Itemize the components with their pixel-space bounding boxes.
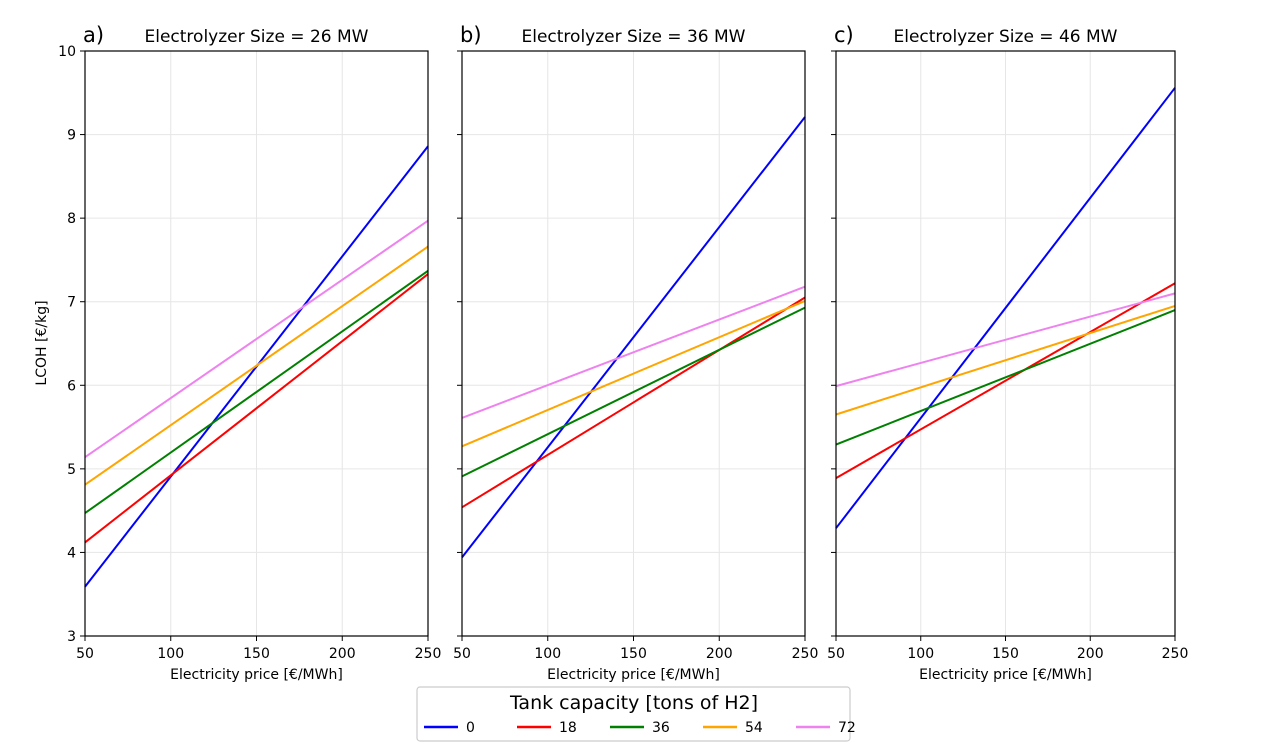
legend-title: Tank capacity [tons of H2] [509, 692, 758, 714]
x-tick-label: 150 [243, 646, 270, 662]
panel-title: Electrolyzer Size = 26 MW [145, 27, 369, 47]
series-line-36 [461, 306, 806, 478]
y-tick-label: 7 [67, 295, 76, 311]
series-line-18 [461, 296, 806, 509]
y-tick-label: 6 [67, 378, 76, 394]
series-line-72 [835, 292, 1176, 388]
legend-label: 54 [745, 720, 763, 736]
x-tick-label: 50 [76, 646, 94, 662]
y-tick-label: 8 [67, 211, 76, 227]
grid [835, 50, 1176, 637]
series-line-36 [835, 309, 1176, 446]
legend-label: 0 [466, 720, 475, 736]
series-line-18 [84, 273, 429, 544]
x-tick-label: 200 [706, 646, 733, 662]
y-tick-label: 4 [67, 545, 76, 561]
x-tick-label: 250 [415, 646, 442, 662]
x-tick-label: 100 [907, 646, 934, 662]
series-line-72 [461, 285, 806, 419]
panel-letter: a) [83, 23, 104, 47]
x-axis-label: Electricity price [€/MWh] [919, 667, 1092, 683]
x-tick-label: 250 [792, 646, 819, 662]
series-group [84, 145, 429, 588]
panel-letter: c) [834, 23, 854, 47]
x-tick-label: 150 [620, 646, 647, 662]
grid [84, 50, 429, 637]
x-tick-label: 100 [157, 646, 184, 662]
x-tick-label: 250 [1162, 646, 1189, 662]
x-axis-label: Electricity price [€/MWh] [547, 667, 720, 683]
legend-label: 18 [559, 720, 577, 736]
x-tick-label: 200 [1077, 646, 1104, 662]
series-group [461, 116, 806, 559]
legend: Tank capacity [tons of H2] 0 18 36 54 72 [416, 686, 856, 742]
y-tick-label: 9 [67, 128, 76, 144]
series-line-0 [461, 116, 806, 559]
legend-label: 72 [838, 720, 856, 736]
series-line-0 [835, 87, 1176, 529]
series-line-54 [461, 299, 806, 448]
series-line-54 [835, 304, 1176, 416]
chart-panel-3: 50 100 150 200 250 Electricity price [€/MWh] c… [827, 23, 1188, 683]
panel-letter: b) [460, 23, 482, 47]
x-tick-label: 50 [453, 646, 471, 662]
x-tick-label: 100 [534, 646, 561, 662]
panels: 50 100 150 200 250 3 4 5 6 7 8 9 10 Electricity price… [58, 23, 1188, 683]
y-tick-label: 10 [58, 44, 76, 60]
series-line-18 [835, 282, 1176, 479]
y-tick-label: 5 [67, 462, 76, 478]
series-line-54 [84, 245, 429, 486]
grid [461, 50, 806, 637]
x-axis-label: Electricity price [€/MWh] [170, 667, 343, 683]
y-tick-label: 3 [67, 629, 76, 645]
chart-panel-2: 50 100 150 200 250 Electricity price [€/MWh] b… [453, 23, 818, 683]
panel-title: Electrolyzer Size = 36 MW [522, 27, 746, 47]
x-tick-label: 150 [992, 646, 1019, 662]
panel-title: Electrolyzer Size = 46 MW [894, 27, 1118, 47]
series-group [835, 87, 1176, 529]
series-line-36 [84, 269, 429, 514]
series-line-72 [84, 219, 429, 459]
x-tick-label: 50 [827, 646, 845, 662]
legend-label: 36 [652, 720, 670, 736]
x-tick-label: 200 [329, 646, 356, 662]
chart-panel-1: 50 100 150 200 250 3 4 5 6 7 8 9 10 Electricity price… [58, 23, 441, 683]
y-axis-label: LCOH [€/kg] [34, 300, 50, 385]
